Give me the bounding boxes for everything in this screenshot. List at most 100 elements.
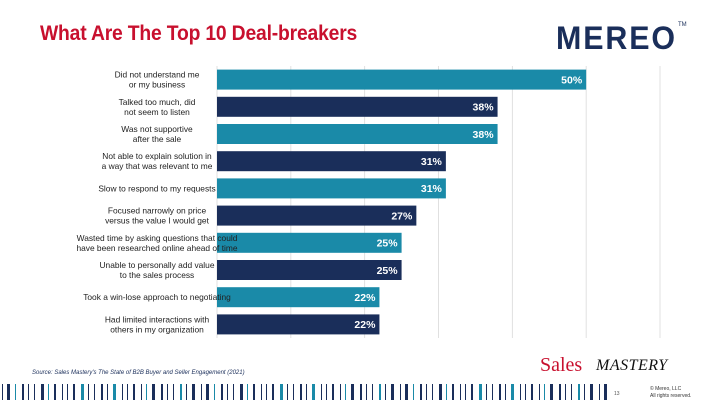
barcode-stripe (186, 384, 187, 400)
bar (217, 124, 498, 144)
sales-mastery-logo-sales: Sales (540, 354, 583, 376)
bar (217, 260, 402, 280)
barcode-stripe (465, 384, 466, 400)
bar (217, 205, 417, 226)
barcode-stripe (167, 384, 168, 400)
barcode-stripe (559, 384, 561, 400)
barcode-stripe (180, 384, 182, 400)
category-label-line: Did not understand me (115, 70, 200, 80)
category-label-line: Not able to explain solution in (102, 151, 212, 161)
barcode-stripe (599, 384, 600, 400)
category-label: Unable to personally add value to the sal… (99, 260, 214, 280)
barcode-stripe (366, 384, 367, 400)
barcode-stripe (604, 384, 607, 400)
barcode-stripe (54, 384, 56, 400)
copyright-note: © Mereo, LLC All rights reserved. (650, 386, 691, 400)
copyright-line-2: All rights reserved. (650, 393, 692, 399)
barcode-stripe (372, 384, 373, 400)
barcode-stripe (499, 384, 501, 400)
barcode-stripe (62, 384, 63, 400)
barcode-stripe (525, 384, 526, 400)
barcode-stripe (332, 384, 334, 400)
barcode-stripe (133, 384, 135, 400)
barcode-stripe (28, 384, 29, 400)
barcode-stripe (471, 384, 473, 400)
barcode-stripe (233, 384, 234, 400)
barcode-stripe (531, 384, 533, 400)
bar (217, 151, 446, 172)
bar (217, 96, 498, 117)
barcode-stripe (379, 384, 381, 400)
chart-bars: 50% 38% 38% 31% 31% 27% 25% 25% 22% 22% (217, 69, 587, 335)
barcode-stripe (426, 384, 427, 400)
barcode-stripe (413, 384, 414, 400)
barcode-stripe (550, 384, 553, 400)
barcode-stripe (214, 384, 215, 400)
barcode-stripe (173, 384, 174, 400)
slide-title: What Are The Top 10 Deal-breakers (40, 22, 358, 45)
barcode-stripe (34, 384, 35, 400)
barcode-stripe (22, 384, 24, 400)
bar (217, 287, 380, 308)
category-label-line: Took a win-lose approach to negotiating (83, 292, 231, 302)
category-label-line: after the sale (133, 134, 182, 144)
bar-value-label: 31% (421, 183, 443, 195)
category-label: Talked too much, did not seem to listen (119, 97, 196, 117)
bar-value-label: 22% (354, 292, 376, 304)
barcode-stripe (432, 384, 433, 400)
barcode-stripe (544, 384, 545, 400)
barcode-stripe (192, 384, 195, 400)
category-label: Was not supportive after the sale (121, 124, 193, 144)
category-label-line: Had limited interactions with (105, 314, 210, 324)
category-label: Wasted time by asking questions that cou… (76, 233, 237, 253)
mereo-trademark: TM (678, 22, 687, 28)
barcode-stripe (41, 384, 44, 400)
source-note: Source: Sales Mastery's The State of B2B… (32, 370, 245, 376)
bar-value-label: 27% (391, 210, 413, 222)
page-number: 13 (614, 391, 620, 397)
category-label-line: to the sales process (120, 270, 194, 280)
barcode-stripe (505, 384, 506, 400)
barcode-stripe (584, 384, 585, 400)
barcode-stripe (439, 384, 442, 400)
barcode-stripe (511, 384, 514, 400)
barcode-stripe (113, 384, 116, 400)
decorative-barcode-strip (2, 384, 607, 400)
category-label-line: Talked too much, did (119, 97, 196, 107)
barcode-stripe (293, 384, 294, 400)
barcode-stripe (452, 384, 454, 400)
barcode-stripe (326, 384, 327, 400)
barcode-stripe (247, 384, 248, 400)
barcode-stripe (590, 384, 593, 400)
bar-value-label: 38% (473, 102, 495, 114)
barcode-stripe (227, 384, 228, 400)
category-label-line: Unable to personally add value (99, 260, 214, 270)
barcode-stripe (300, 384, 302, 400)
category-label-line: Was not supportive (121, 124, 193, 134)
copyright-line-1: © Mereo, LLC (650, 386, 682, 392)
bar (217, 69, 587, 90)
bar-value-label: 38% (473, 129, 495, 141)
barcode-stripe (7, 384, 10, 400)
barcode-stripe (261, 384, 262, 400)
barcode-stripe (161, 384, 163, 400)
sales-mastery-logo: Sales MASTERY (540, 354, 690, 378)
barcode-stripe (385, 384, 386, 400)
bar (217, 178, 446, 199)
category-label-line: a way that was relevant to me (102, 161, 213, 171)
barcode-stripe (486, 384, 487, 400)
barcode-stripe (565, 384, 566, 400)
bar-value-label: 25% (377, 238, 399, 250)
category-label: Took a win-lose approach to negotiating (83, 292, 231, 302)
barcode-stripe (48, 384, 49, 400)
barcode-stripe (253, 384, 255, 400)
sales-mastery-logo-mastery: MASTERY (596, 357, 668, 374)
barcode-stripe (306, 384, 307, 400)
barcode-stripe (345, 384, 346, 400)
mereo-logo: MEREO TM (556, 20, 687, 56)
barcode-stripe (141, 384, 142, 400)
category-label-line: versus the value I would get (105, 216, 209, 226)
barcode-stripe (287, 384, 288, 400)
barcode-stripe (520, 384, 521, 400)
